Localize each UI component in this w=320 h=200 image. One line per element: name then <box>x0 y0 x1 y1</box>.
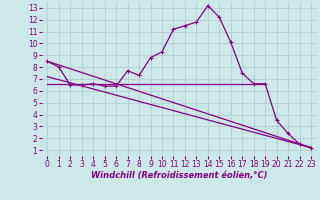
X-axis label: Windchill (Refroidissement éolien,°C): Windchill (Refroidissement éolien,°C) <box>91 171 268 180</box>
